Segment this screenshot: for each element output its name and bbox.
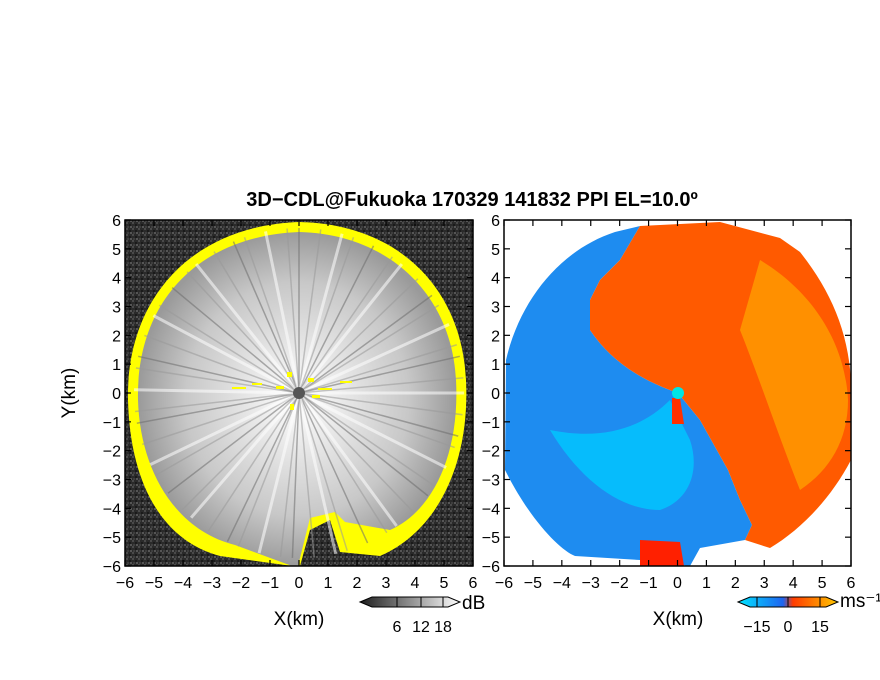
- colorbar-intensity-ticks: 6 12 18: [393, 597, 452, 636]
- x-tick-label: −1: [261, 575, 279, 592]
- x-tick-label: −4: [553, 575, 571, 592]
- colorbar-velocity-unit: ms⁻¹: [840, 591, 880, 612]
- y-tick-label: 4: [112, 271, 121, 288]
- x-tick-label: 2: [731, 575, 740, 592]
- y-tick-label: −3: [103, 473, 121, 490]
- radial-streak: [283, 228, 300, 394]
- colorbar-tick-label: 18: [434, 619, 452, 636]
- x-tick-label: 1: [324, 575, 333, 592]
- intensity-ticks: −6 −5 −4 −3 −2 −1 0 1 2 3 4 5 6 −6 −5 −4 −3 −2 −1 0 1 2 3 4 5 6: [103, 213, 478, 592]
- y-tick-label: 4: [491, 271, 500, 288]
- radial-streak: [275, 392, 300, 558]
- x-tick-label: −6: [495, 575, 513, 592]
- radial-streak: [134, 387, 300, 395]
- colorbar-tick-label: −15: [743, 619, 770, 636]
- y-tick-label: −2: [482, 444, 500, 461]
- x-tick-label: 6: [469, 575, 478, 592]
- y-tick-label: −1: [103, 415, 121, 432]
- y-tick-label: 1: [112, 357, 121, 374]
- x-tick-label: −5: [145, 575, 163, 592]
- x-tick-label: 5: [440, 575, 449, 592]
- x-tick-label: 4: [411, 575, 420, 592]
- velocity-red-streak: [672, 398, 684, 424]
- y-tick-label: 2: [491, 328, 500, 345]
- y-tick-label: 0: [112, 386, 121, 403]
- x-tick-label: 1: [702, 575, 711, 592]
- radar-site-right: [672, 387, 684, 399]
- x-tick-label: −4: [174, 575, 192, 592]
- x-tick-label: 2: [353, 575, 362, 592]
- y-tick-label: −4: [103, 501, 121, 518]
- x-tick-label: −6: [116, 575, 134, 592]
- y-tick-label: −6: [482, 559, 500, 576]
- y-tick-label: −2: [103, 444, 121, 461]
- x-tick-label: 0: [295, 575, 304, 592]
- colorbar-velocity: −15 0 15 ms⁻¹: [736, 591, 880, 636]
- y-tick-label: −3: [482, 473, 500, 490]
- radial-streak: [298, 228, 327, 394]
- radial-streak: [134, 392, 300, 417]
- radial-streak: [298, 373, 464, 394]
- velocity-ticks: −6 −5 −4 −3 −2 −1 0 1 2 3 4 5 6 −6 −5 −4 −3 −2 −1 0 1 2 3 4 5 6: [482, 213, 856, 592]
- x-tick-label: 3: [760, 575, 769, 592]
- y-tick-label: −1: [482, 415, 500, 432]
- y-tick-label: 2: [112, 328, 121, 345]
- radial-streak: [290, 392, 300, 558]
- y-tick-label: −5: [103, 530, 121, 547]
- velocity-orange-lobe: [740, 260, 848, 490]
- colorbar-tick-label: 0: [784, 619, 793, 636]
- y-tick-label: 5: [491, 242, 500, 259]
- radial-streak: [298, 392, 464, 421]
- colorbar-intensity: 6 12 18 dB: [358, 593, 485, 636]
- x-tick-label: −5: [524, 575, 542, 592]
- y-tick-label: −4: [482, 501, 500, 518]
- x-tick-label: −3: [203, 575, 221, 592]
- x-axis-label-left: X(km): [274, 609, 325, 630]
- x-tick-label: 5: [818, 575, 827, 592]
- velocity-cyan-core: [550, 400, 694, 510]
- y-tick-label: −5: [482, 530, 500, 547]
- y-tick-label: −6: [103, 559, 121, 576]
- x-tick-label: 3: [382, 575, 391, 592]
- colorbar-tick-label: 12: [412, 619, 430, 636]
- velocity-panel: −6 −5 −4 −3 −2 −1 0 1 2 3 4 5 6 −6 −5 −4 −3 −2 −1 0 1 2 3 4 5 6: [482, 213, 856, 592]
- radial-streak: [298, 392, 319, 558]
- x-tick-label: −2: [232, 575, 250, 592]
- y-axis-label: Y(km): [59, 368, 80, 419]
- velocity-red-blob-south: [640, 540, 684, 566]
- y-tick-label: 3: [491, 300, 500, 317]
- x-tick-label: −1: [639, 575, 657, 592]
- x-tick-label: −2: [611, 575, 629, 592]
- intensity-panel: −6 −5 −4 −3 −2 −1 0 1 2 3 4 5 6 −6 −5 −4 −3 −2 −1 0 1 2 3 4 5 6: [103, 213, 478, 592]
- x-tick-label: 6: [847, 575, 856, 592]
- colorbar-intensity-unit: dB: [462, 593, 485, 614]
- y-tick-label: 1: [491, 357, 500, 374]
- y-tick-label: 6: [112, 213, 121, 230]
- y-tick-label: 3: [112, 300, 121, 317]
- colorbar-tick-label: 6: [393, 619, 402, 636]
- center-speckles: [232, 372, 352, 410]
- x-tick-label: 4: [789, 575, 798, 592]
- chart-title: 3D−CDL@Fukuoka 170329 141832 PPI EL=10.0…: [246, 189, 698, 211]
- y-tick-label: 5: [112, 242, 121, 259]
- x-tick-label: 0: [673, 575, 682, 592]
- y-tick-label: 0: [491, 386, 500, 403]
- radar-site-left: [293, 387, 305, 399]
- y-tick-label: 6: [491, 213, 500, 230]
- colorbar-intensity-bar: [358, 596, 462, 608]
- colorbar-velocity-ticks: −15 0 15: [743, 597, 829, 636]
- colorbar-tick-label: 15: [811, 619, 829, 636]
- x-tick-label: −3: [582, 575, 600, 592]
- x-axis-label-right: X(km): [653, 609, 704, 630]
